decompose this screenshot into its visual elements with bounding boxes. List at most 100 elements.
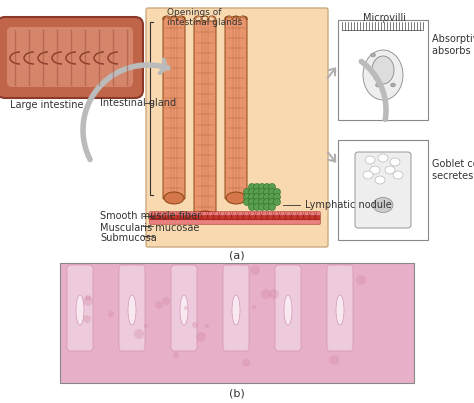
Text: Absorptive cell
absorbs water: Absorptive cell absorbs water: [432, 34, 474, 56]
Text: Intestinal gland: Intestinal gland: [100, 98, 176, 108]
Circle shape: [258, 183, 265, 191]
Text: (b): (b): [229, 388, 245, 398]
Bar: [338, 20, 428, 120]
Ellipse shape: [363, 50, 403, 100]
Circle shape: [244, 199, 250, 206]
Ellipse shape: [76, 295, 84, 325]
Ellipse shape: [128, 295, 136, 325]
Ellipse shape: [365, 156, 375, 164]
Circle shape: [310, 274, 320, 284]
Bar: [60, 263, 414, 383]
Circle shape: [264, 193, 271, 201]
Ellipse shape: [195, 211, 215, 223]
Text: Large intestine: Large intestine: [10, 100, 83, 110]
Circle shape: [258, 189, 265, 195]
FancyBboxPatch shape: [0, 17, 143, 98]
Circle shape: [402, 339, 412, 349]
FancyBboxPatch shape: [67, 265, 93, 351]
Ellipse shape: [284, 295, 292, 325]
Ellipse shape: [378, 154, 388, 162]
Circle shape: [254, 189, 261, 195]
Ellipse shape: [226, 192, 246, 204]
FancyBboxPatch shape: [146, 8, 328, 247]
Circle shape: [138, 317, 144, 323]
Circle shape: [244, 189, 250, 195]
Circle shape: [244, 193, 250, 201]
Circle shape: [258, 193, 265, 201]
FancyBboxPatch shape: [225, 17, 247, 199]
Ellipse shape: [391, 83, 395, 87]
Ellipse shape: [375, 176, 385, 184]
Circle shape: [268, 183, 275, 191]
Circle shape: [254, 199, 261, 206]
Ellipse shape: [375, 83, 381, 87]
Circle shape: [268, 189, 275, 195]
FancyBboxPatch shape: [327, 265, 353, 351]
Circle shape: [258, 204, 265, 210]
FancyBboxPatch shape: [171, 265, 197, 351]
Ellipse shape: [390, 158, 400, 166]
FancyBboxPatch shape: [7, 27, 133, 87]
Circle shape: [248, 189, 255, 195]
Ellipse shape: [373, 197, 393, 212]
Ellipse shape: [385, 166, 395, 174]
Circle shape: [109, 340, 119, 350]
Circle shape: [273, 193, 281, 201]
FancyBboxPatch shape: [355, 152, 411, 228]
Circle shape: [71, 352, 75, 356]
Circle shape: [264, 189, 271, 195]
Text: (a): (a): [229, 250, 245, 260]
Bar: [338, 140, 428, 240]
Ellipse shape: [393, 171, 403, 179]
FancyBboxPatch shape: [150, 216, 320, 220]
Circle shape: [160, 274, 164, 278]
Circle shape: [383, 276, 391, 284]
Circle shape: [173, 294, 177, 298]
FancyBboxPatch shape: [119, 265, 145, 351]
Ellipse shape: [232, 295, 240, 325]
Circle shape: [252, 331, 256, 335]
FancyBboxPatch shape: [223, 265, 249, 351]
Ellipse shape: [370, 166, 380, 174]
Circle shape: [254, 204, 261, 210]
Circle shape: [248, 193, 255, 201]
FancyBboxPatch shape: [194, 21, 216, 218]
Circle shape: [254, 193, 261, 201]
Ellipse shape: [363, 171, 373, 179]
Text: Goblet cell
secretes mucus: Goblet cell secretes mucus: [432, 159, 474, 181]
Text: Openings of
intestinal glands: Openings of intestinal glands: [167, 8, 242, 27]
Circle shape: [273, 199, 281, 206]
Circle shape: [305, 319, 311, 325]
FancyBboxPatch shape: [150, 212, 320, 216]
Circle shape: [100, 347, 110, 357]
Text: Muscularis mucosae: Muscularis mucosae: [100, 223, 200, 233]
Text: Submucosa: Submucosa: [100, 233, 157, 243]
Text: Microvilli: Microvilli: [363, 13, 406, 23]
Circle shape: [248, 183, 255, 191]
Circle shape: [110, 299, 114, 303]
Text: Smooth muscle fiber: Smooth muscle fiber: [100, 211, 201, 221]
Ellipse shape: [180, 295, 188, 325]
Text: Lymphatic nodule: Lymphatic nodule: [305, 200, 392, 210]
FancyBboxPatch shape: [163, 17, 185, 199]
Circle shape: [264, 204, 271, 210]
Ellipse shape: [372, 56, 394, 84]
Circle shape: [258, 199, 265, 206]
Circle shape: [64, 284, 70, 290]
Circle shape: [264, 183, 271, 191]
Circle shape: [336, 295, 346, 305]
Circle shape: [221, 371, 227, 377]
Circle shape: [100, 337, 106, 343]
Circle shape: [268, 204, 275, 210]
Circle shape: [268, 193, 275, 201]
Circle shape: [268, 199, 275, 206]
Circle shape: [273, 189, 281, 195]
Ellipse shape: [336, 295, 344, 325]
Circle shape: [361, 327, 371, 337]
Circle shape: [254, 183, 261, 191]
FancyBboxPatch shape: [275, 265, 301, 351]
Ellipse shape: [164, 192, 184, 204]
Circle shape: [297, 310, 305, 318]
Circle shape: [208, 354, 216, 362]
Circle shape: [121, 373, 127, 379]
